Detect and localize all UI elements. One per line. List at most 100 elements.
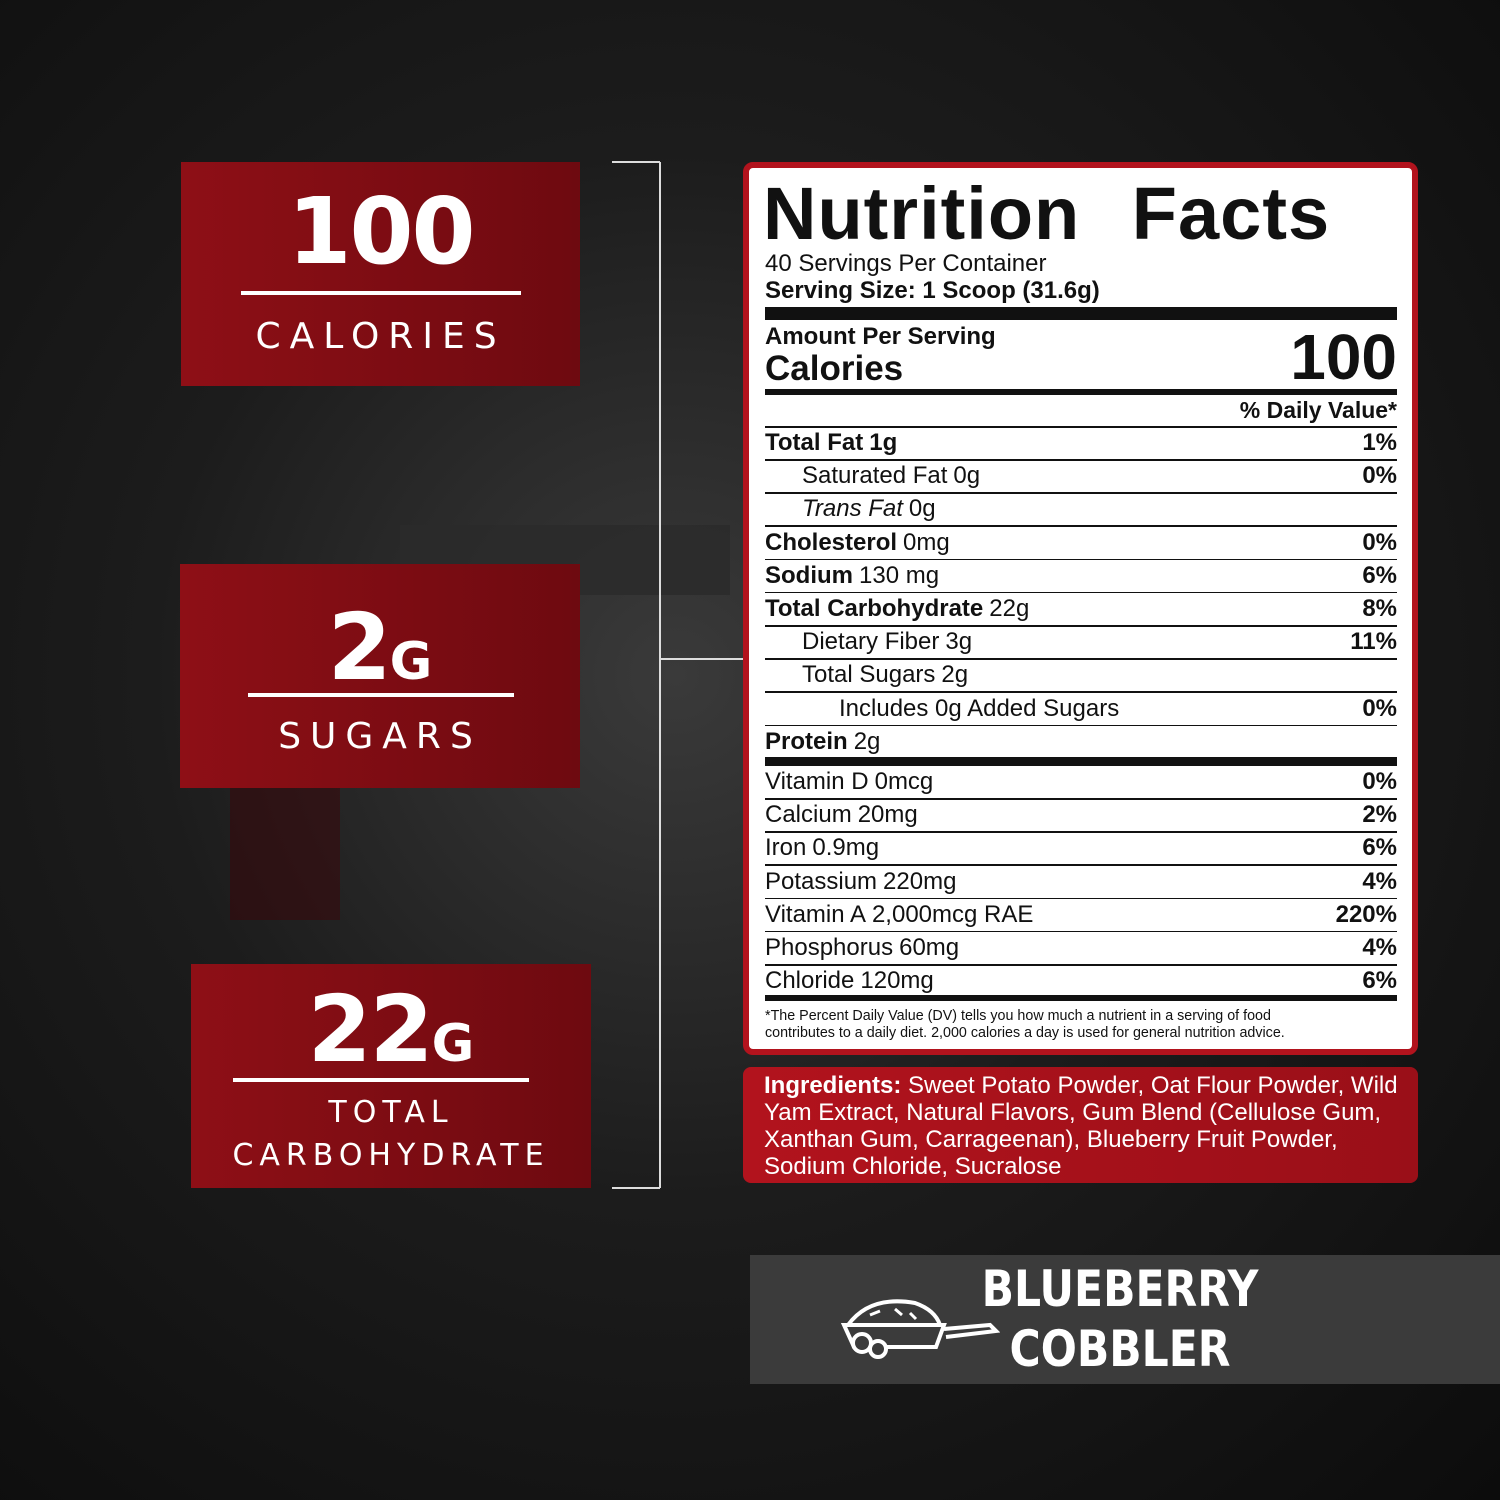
nutrient-amount: 2g	[941, 661, 969, 689]
rule	[765, 831, 1397, 833]
divider	[241, 291, 521, 295]
stat-box: 2G SUGARS	[180, 564, 580, 788]
rule	[765, 459, 1397, 461]
stat-number: 22	[307, 976, 434, 1083]
nutrient-row: Potassium 220mg 4%	[765, 865, 1397, 898]
nutrient-amount: 0mcg	[874, 768, 934, 795]
daily-value: 0%	[1362, 528, 1397, 556]
panel-title: Nutrition Facts	[763, 172, 1331, 255]
nutrient-row: Protein 2g	[765, 725, 1397, 758]
nutrient-row: Vitamin D 0mcg 0%	[765, 766, 1397, 799]
nutrient-name: Vitamin A	[765, 900, 866, 928]
nutrient-name: Includes 0g Added Sugars	[839, 694, 1120, 722]
rule	[765, 995, 1397, 1001]
calories-value: 100	[1290, 321, 1397, 393]
dv-header: % Daily Value*	[1239, 397, 1397, 423]
nutrient-row: Sodium 130 mg 6%	[765, 559, 1397, 592]
flavor-name: COBBLER	[1009, 1320, 1231, 1378]
nutrient-amount: 0mg	[903, 528, 950, 556]
daily-value: 4%	[1362, 867, 1397, 895]
stat-unit: G	[389, 632, 433, 692]
stat-label: CARBOHYDRATE	[232, 1138, 550, 1173]
nutrient-row: Dietary Fiber 3g 11%	[765, 626, 1397, 659]
nutrient-name: Vitamin D	[765, 768, 869, 795]
nutrient-row: Total Sugars 2g	[765, 659, 1397, 692]
nutrient-row: Iron 0.9mg 6%	[765, 832, 1397, 865]
nutrient-amount: 20mg	[857, 801, 918, 829]
stat-unit: G	[431, 1014, 475, 1074]
daily-value: 1%	[1362, 429, 1397, 456]
ingredients-label: Ingredients:	[764, 1072, 902, 1099]
flavor-banner: BLUEBERRY COBBLER	[750, 1255, 1500, 1384]
nutrient-amount: 130 mg	[859, 561, 940, 589]
nutrient-name: Iron	[765, 834, 807, 862]
daily-value: 6%	[1362, 561, 1397, 589]
stat-number: 100	[287, 178, 475, 285]
rule	[765, 864, 1397, 866]
nutrient-name: Sodium	[765, 561, 853, 589]
daily-value: 0%	[1362, 462, 1397, 490]
nutrient-row: Saturated Fat 0g 0%	[765, 460, 1397, 493]
daily-value: 11%	[1350, 628, 1397, 656]
divider	[233, 1078, 529, 1082]
nutrient-row: Chloride 120mg 6%	[765, 965, 1397, 998]
nutrient-amount: 0g	[908, 495, 936, 523]
rule	[765, 798, 1397, 800]
footnote: contributes to a daily diet. 2,000 calor…	[765, 1025, 1285, 1041]
stat-value: 100	[181, 182, 580, 282]
rule	[765, 757, 1397, 766]
nutrient-amount: 0g	[953, 462, 981, 490]
serving-size: Serving Size: 1 Scoop (31.6g)	[765, 277, 1100, 304]
ingredients-text: Sweet Potato Powder, Oat Flour Powder, W…	[764, 1072, 1398, 1180]
nutrient-name: Potassium	[765, 867, 878, 895]
divider	[248, 693, 514, 697]
nutrient-name: Protein	[765, 727, 848, 755]
daily-value: 220%	[1335, 900, 1397, 928]
nutrient-row: Calcium 20mg 2%	[765, 799, 1397, 832]
amount-label: Amount Per Serving	[765, 323, 996, 350]
rule	[765, 426, 1397, 428]
nutrient-amount: 60mg	[899, 934, 960, 961]
nutrient-amount: 220mg	[883, 867, 957, 895]
nutrient-amount: 3g	[945, 628, 973, 656]
stat-number: 2	[327, 594, 392, 701]
nutrient-amount: 0.9mg	[812, 834, 880, 862]
ingredients: Ingredients: Sweet Potato Powder, Oat Fl…	[743, 1067, 1418, 1183]
stat-box: 22G TOTAL CARBOHYDRATE	[191, 964, 591, 1188]
servings: 40 Servings Per Container	[765, 250, 1047, 277]
rule	[765, 492, 1397, 494]
rule	[765, 897, 1397, 900]
rule	[765, 724, 1397, 727]
nutrient-amount: 22g	[989, 595, 1030, 622]
daily-value: 0%	[1362, 694, 1397, 722]
nutrient-name: Total Sugars	[802, 661, 936, 689]
nutrient-name: Calcium	[765, 801, 852, 829]
rule	[765, 964, 1397, 966]
nutrient-row: Includes 0g Added Sugars 0%	[765, 692, 1397, 725]
stat-box: 100 CALORIES	[181, 162, 580, 386]
nutrient-row: Vitamin A 2,000mcg RAE 220%	[765, 898, 1397, 931]
nutrient-row: Trans Fat 0g	[765, 493, 1397, 526]
stat-value: 22G	[191, 980, 591, 1094]
daily-value: 4%	[1362, 934, 1397, 961]
nutrient-amount: 120mg	[860, 967, 934, 995]
footnote: *The Percent Daily Value (DV) tells you …	[765, 1008, 1271, 1024]
nutrient-name: Cholesterol	[765, 528, 898, 556]
nutrient-row: Total Carbohydrate 22g 8%	[765, 593, 1397, 626]
nutrient-name: Chloride	[765, 967, 855, 995]
rule	[765, 525, 1397, 527]
nutrient-row: Cholesterol 0mg 0%	[765, 526, 1397, 559]
rule	[765, 691, 1397, 693]
nutrient-name: Trans Fat	[802, 495, 903, 523]
nutrient-amount: 1g	[869, 429, 898, 456]
nutrient-name: Saturated Fat	[802, 462, 948, 490]
rule	[765, 591, 1397, 594]
flavor-name: BLUEBERRY	[981, 1260, 1259, 1318]
stat-label: CALORIES	[255, 316, 506, 357]
rule	[765, 658, 1397, 660]
nutrient-amount: 2g	[853, 727, 881, 755]
nutrient-row: Total Fat 1g 1%	[765, 427, 1397, 460]
nutrient-name: Total Fat	[765, 429, 864, 456]
rule	[765, 558, 1397, 561]
